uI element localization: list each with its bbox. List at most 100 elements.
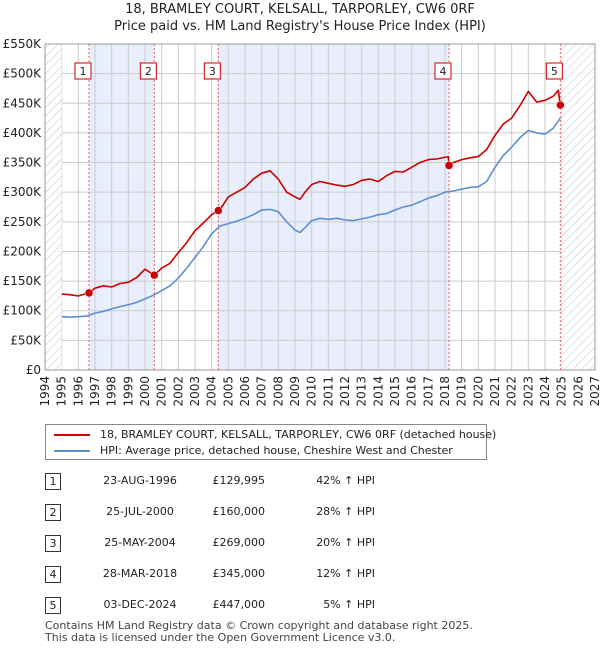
sale-date: 03-DEC-2024 <box>103 598 177 611</box>
sale-date: 25-JUL-2000 <box>106 505 174 518</box>
y-tick-label: £150K <box>3 274 43 288</box>
sale-number: 5 <box>45 597 61 614</box>
legend-item-hpi: HPI: Average price, detached house, Ches… <box>54 444 453 460</box>
legend: 18, BRAMLEY COURT, KELSALL, TARPORLEY, C… <box>45 424 496 460</box>
x-tick-label: 2026 <box>571 376 585 407</box>
x-tick-label: 2007 <box>255 376 269 407</box>
sale-number: 3 <box>45 535 61 552</box>
y-tick-label: £500K <box>3 67 43 81</box>
x-tick-label: 2019 <box>455 376 469 407</box>
sale-label-box <box>139 62 157 80</box>
x-tick-label: 2003 <box>188 376 202 407</box>
y-tick-label: £250K <box>3 215 43 229</box>
y-tick-label: £450K <box>3 96 43 110</box>
x-tick-label: 2002 <box>171 376 185 407</box>
price-chart: £0 £50K £100K £150K £200K £250K £300K £350K £400… <box>3 37 600 407</box>
x-tick-label: 2025 <box>555 376 569 407</box>
sale-label-box <box>203 62 221 80</box>
sale-number: 1 <box>45 473 61 490</box>
sale-hpi-change: 12% ↑ HPI <box>316 567 375 580</box>
x-tick-label: 1999 <box>121 376 135 407</box>
x-tick-label: 2023 <box>521 376 535 407</box>
table-row: 1 23-AUG-1996 £129,995 42% ↑ HPI <box>45 473 465 490</box>
sale-point <box>444 161 454 170</box>
x-tick-label: 2020 <box>471 376 485 407</box>
x-tick-label: 2009 <box>288 376 302 407</box>
x-tick-label: 1997 <box>88 376 102 407</box>
sale-hpi-change: 28% ↑ HPI <box>316 505 375 518</box>
sale-point <box>84 288 94 298</box>
legend-label-property: 18, BRAMLEY COURT, KELSALL, TARPORLEY, C… <box>100 428 497 441</box>
legend-swatch-hpi <box>54 450 90 452</box>
sale-date: 23-AUG-1996 <box>103 474 177 487</box>
plot-border <box>44 43 596 371</box>
sale-label-box <box>434 62 452 80</box>
y-tick-label: £0 <box>26 363 41 377</box>
y-tick-label: £100K <box>3 304 43 318</box>
y-tick-label: £350K <box>3 156 43 170</box>
x-tick-label: 1994 <box>38 376 52 407</box>
legend-label-hpi: HPI: Average price, detached house, Ches… <box>100 444 453 457</box>
x-tick-label: 2014 <box>371 376 385 407</box>
x-tick-label: 2027 <box>588 376 600 407</box>
sale-label-box <box>74 62 92 80</box>
x-tick-label: 2024 <box>538 376 552 407</box>
sale-label-number: 2 <box>145 65 152 78</box>
footer-copyright: Contains HM Land Registry data © Crown c… <box>45 619 473 632</box>
x-tick-label: 2018 <box>438 376 452 407</box>
hatched-region <box>45 44 62 370</box>
x-tick-label: 2017 <box>421 376 435 407</box>
sale-number: 4 <box>45 566 61 583</box>
table-row: 5 03-DEC-2024 £447,000 5% ↑ HPI <box>45 597 465 614</box>
chart-title: 18, BRAMLEY COURT, KELSALL, TARPORLEY, C… <box>125 2 475 17</box>
hpi-line <box>61 117 561 319</box>
table-row: 2 25-JUL-2000 £160,000 28% ↑ HPI <box>45 504 465 521</box>
x-tick-label: 2001 <box>155 376 169 407</box>
sale-label-box <box>545 62 563 80</box>
sale-price: £345,000 <box>212 567 266 580</box>
y-tick-label: £50K <box>10 333 42 347</box>
sale-price: £160,000 <box>212 505 266 518</box>
sale-price: £447,000 <box>212 598 266 611</box>
sale-label-number: 5 <box>551 65 558 78</box>
sale-number: 2 <box>45 504 61 521</box>
chart-subtitle: Price paid vs. HM Land Registry's House … <box>114 19 486 34</box>
x-tick-label: 2008 <box>271 376 285 407</box>
x-tick-label: 2021 <box>488 376 502 407</box>
hatched-region <box>561 44 595 370</box>
x-tick-label: 2010 <box>305 376 319 407</box>
x-tick-label: 2000 <box>138 376 152 407</box>
table-row: 3 25-MAY-2004 £269,000 20% ↑ HPI <box>45 535 465 552</box>
y-tick-label: £400K <box>3 126 43 140</box>
sale-hpi-change: 20% ↑ HPI <box>316 536 375 549</box>
sale-point <box>214 206 223 215</box>
table-row: 4 28-MAR-2018 £345,000 12% ↑ HPI <box>45 566 465 583</box>
sale-date: 25-MAY-2004 <box>104 536 176 549</box>
sale-label-number: 1 <box>80 65 87 78</box>
sale-hpi-change: 42% ↑ HPI <box>316 474 375 487</box>
sale-date: 28-MAR-2018 <box>102 567 178 580</box>
x-tick-label: 2005 <box>221 376 235 407</box>
x-tick-label: 1996 <box>71 376 85 407</box>
x-tick-label: 1995 <box>55 376 69 407</box>
legend-swatch-property <box>54 434 90 436</box>
shaded-band <box>89 44 155 370</box>
legend-item-property: 18, BRAMLEY COURT, KELSALL, TARPORLEY, C… <box>54 428 496 444</box>
x-tick-label: 2016 <box>405 376 419 407</box>
x-tick-label: 2011 <box>321 376 335 407</box>
x-tick-label: 1998 <box>105 376 119 407</box>
footer: Contains HM Land Registry data © Crown c… <box>45 620 473 644</box>
sale-hpi-change: 5% ↑ HPI <box>323 598 375 611</box>
shaded-band <box>218 44 449 370</box>
sale-point <box>556 100 565 110</box>
sale-label-number: 4 <box>440 65 447 78</box>
x-tick-label: 2015 <box>388 376 402 407</box>
footer-licence: This data is licensed under the Open Gov… <box>45 631 396 644</box>
sale-label-number: 3 <box>209 65 216 78</box>
y-tick-label: £200K <box>3 244 43 258</box>
x-tick-label: 2006 <box>238 376 252 407</box>
sale-point <box>150 270 159 280</box>
y-tick-label: £550K <box>3 37 43 51</box>
x-tick-label: 2022 <box>505 376 519 407</box>
x-tick-label: 2012 <box>338 376 352 407</box>
